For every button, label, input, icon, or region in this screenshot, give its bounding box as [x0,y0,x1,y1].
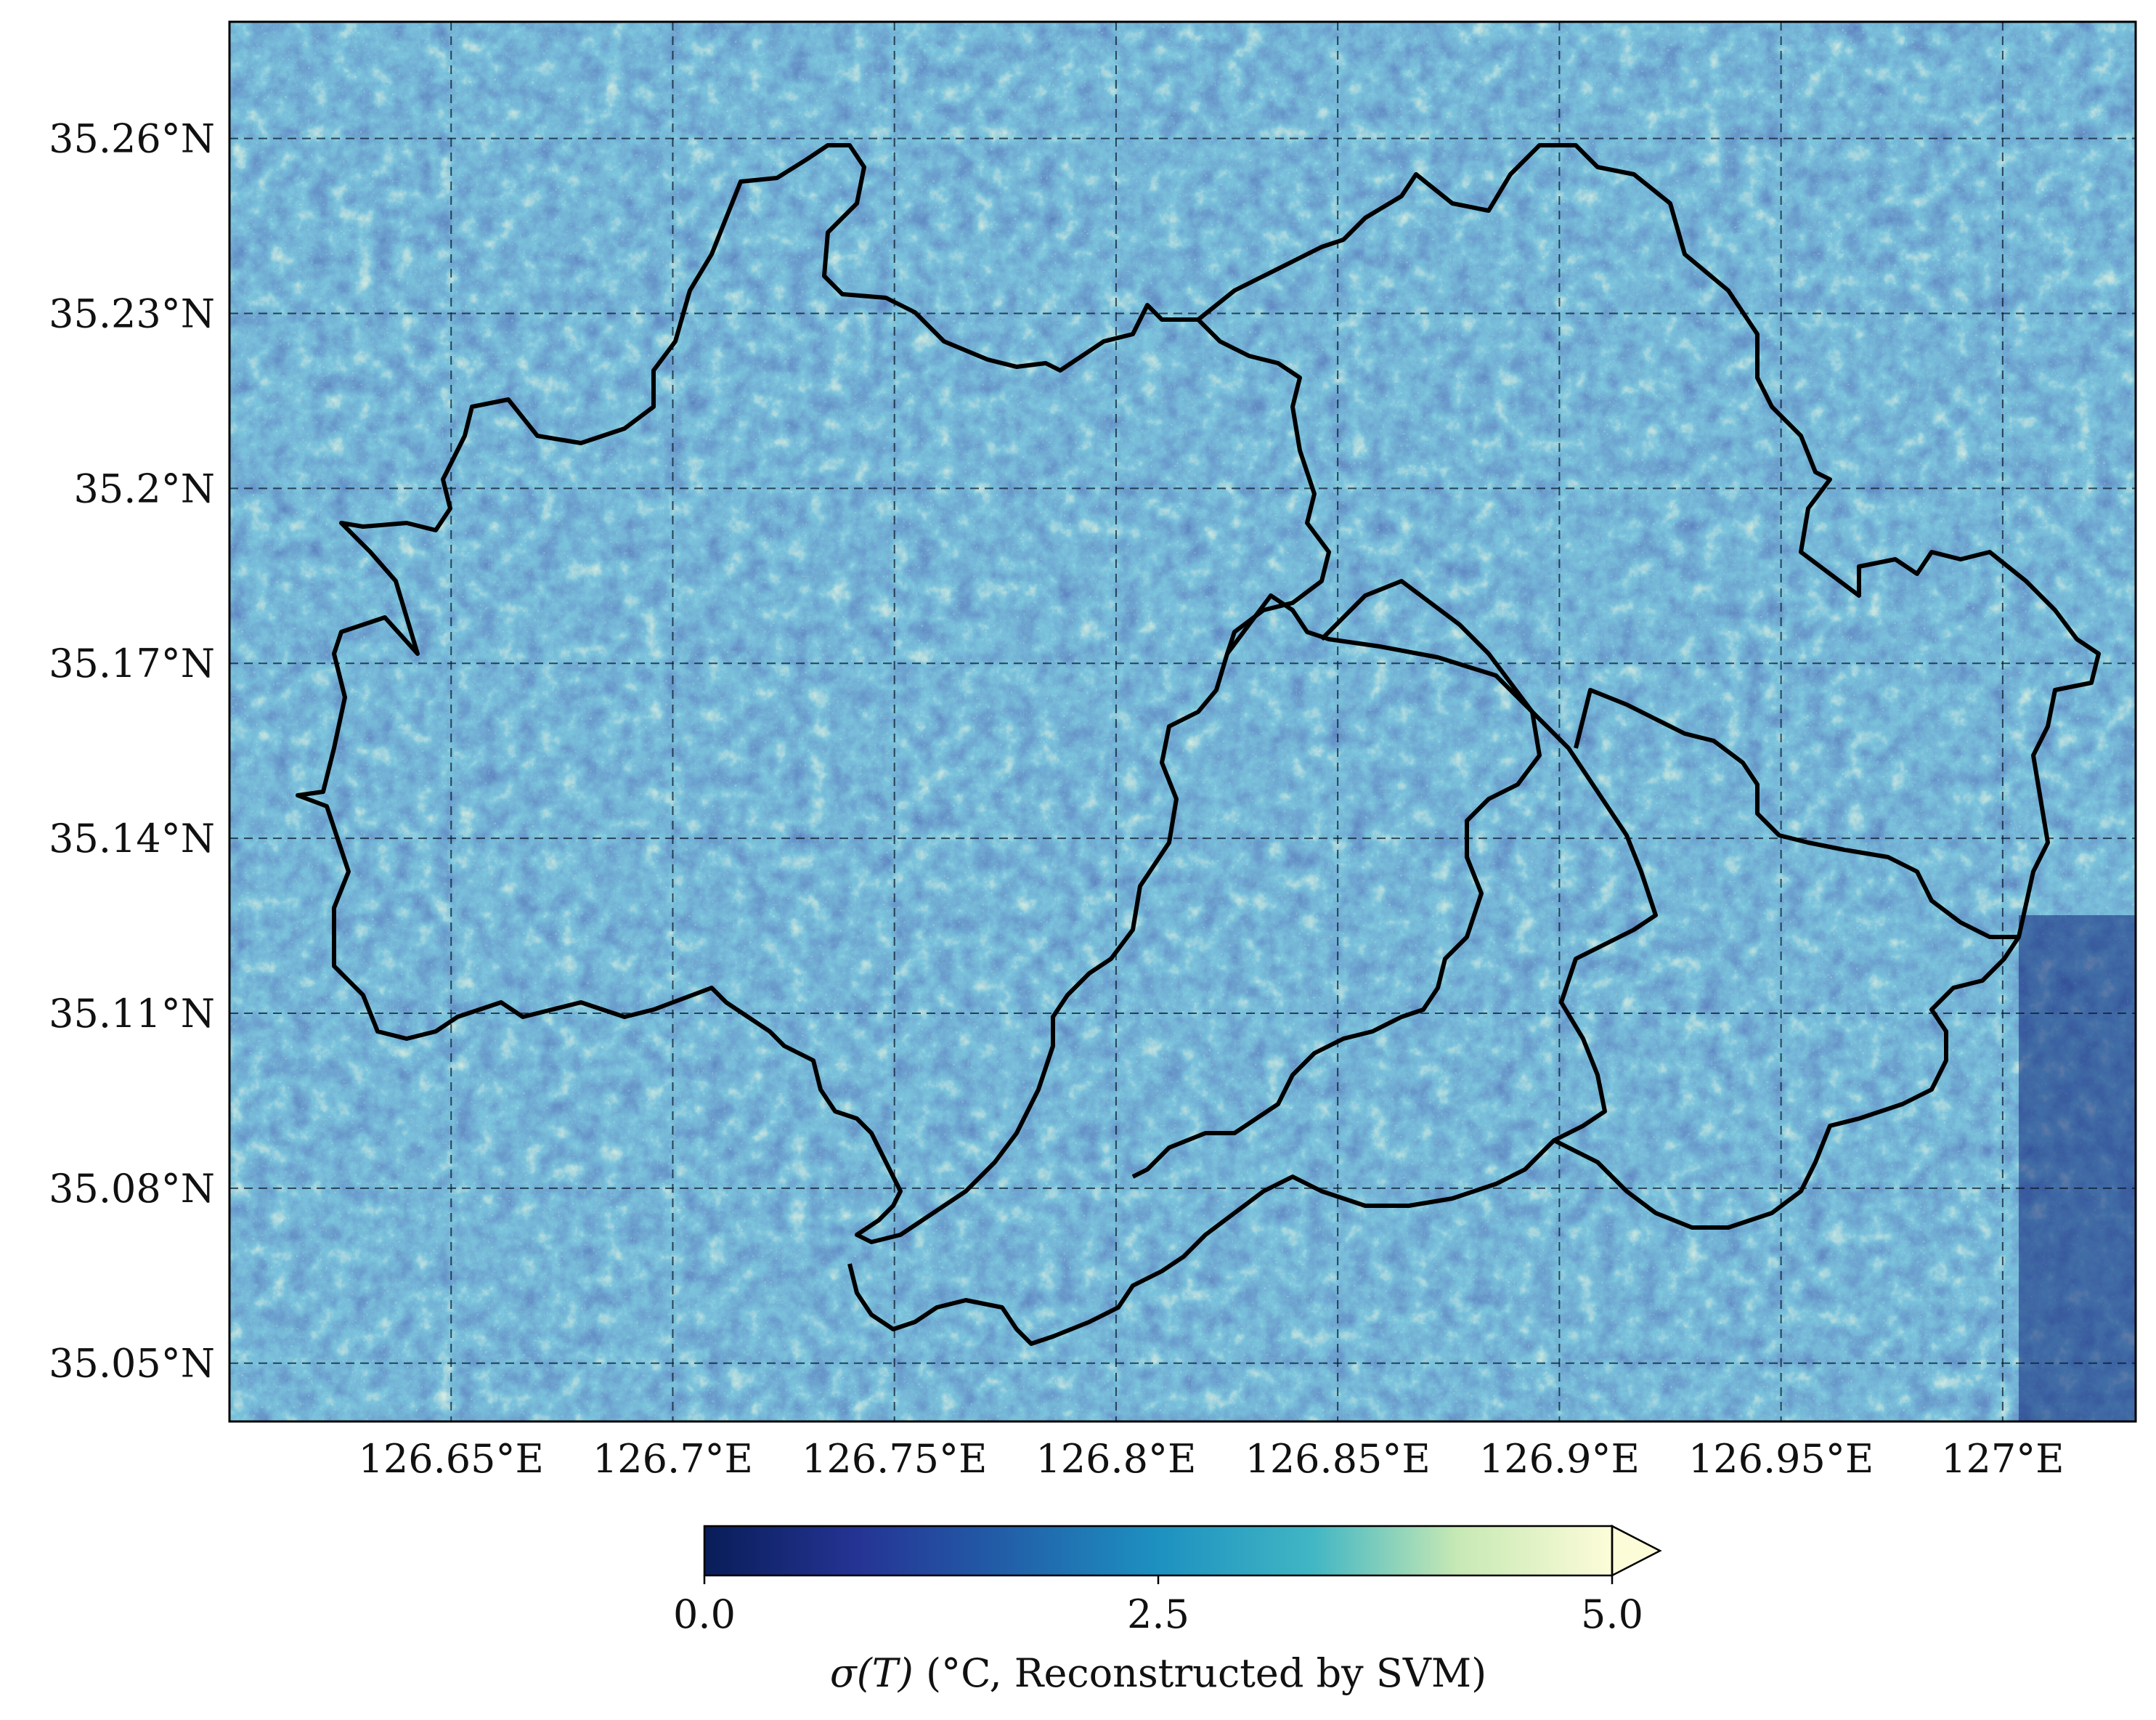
boundary-south-district [1553,688,2021,1230]
colorbar-gradient [704,1526,1612,1575]
map-panel: 126.65°E 126.7°E 126.75°E 126.8°E 126.85°E 12… [49,20,2137,1482]
longitude-tick-label: 127°E [1941,1436,2065,1482]
colorbar-extend-arrow [1611,1524,1662,1578]
raster-dark-patch [2019,915,2136,1421]
colorbar-ticks: 0.0 2.5 5.0 [673,1575,1643,1637]
longitude-tick-label: 126.7°E [593,1436,753,1482]
latitude-tick-label: 35.17°N [49,641,215,686]
colorbar: 0.0 2.5 5.0 σ(T) (°C, Reconstructed by SVM… [673,1524,1662,1696]
boundary-west-district [296,143,1331,1244]
map-frame [228,20,2137,1423]
boundary-north-district [1197,143,2101,938]
longitude-tick-label: 126.8°E [1036,1436,1196,1482]
gridlines [229,22,2136,1421]
longitude-tick-label: 126.9°E [1479,1436,1640,1482]
colorbar-label-symbol: σ(T) [830,1650,914,1696]
longitude-tick-label: 126.95°E [1688,1436,1874,1482]
latitude-tick-label: 35.26°N [49,116,215,162]
colorbar-label-rest: (°C, Reconstructed by SVM) [914,1650,1486,1696]
latitude-tick-label: 35.14°N [49,816,215,861]
latitude-tick-label: 35.2°N [74,466,215,511]
latitude-tick-label: 35.05°N [49,1341,215,1387]
colorbar-tick-label: 2.5 [1127,1591,1189,1637]
latitude-tick-labels: 35.26°N 35.23°N 35.2°N 35.17°N 35.14°N 35.11°… [49,116,215,1387]
boundary-interior-divider [1131,579,1542,1179]
longitude-tick-labels: 126.65°E 126.7°E 126.75°E 126.8°E 126.85°E 12… [359,1436,2065,1482]
longitude-tick-label: 126.75°E [802,1436,987,1482]
latitude-tick-label: 35.23°N [49,291,215,336]
latitude-tick-label: 35.08°N [49,1166,215,1212]
district-boundaries [296,143,2101,1346]
colorbar-tick-label: 5.0 [1581,1591,1643,1637]
longitude-tick-label: 126.65°E [359,1436,544,1482]
longitude-tick-label: 126.85°E [1245,1436,1430,1482]
latitude-tick-label: 35.11°N [49,991,215,1037]
boundary-central-district [847,593,1658,1346]
colorbar-tick-label: 0.0 [673,1591,736,1637]
colorbar-label: σ(T) (°C, Reconstructed by SVM) [830,1650,1486,1696]
